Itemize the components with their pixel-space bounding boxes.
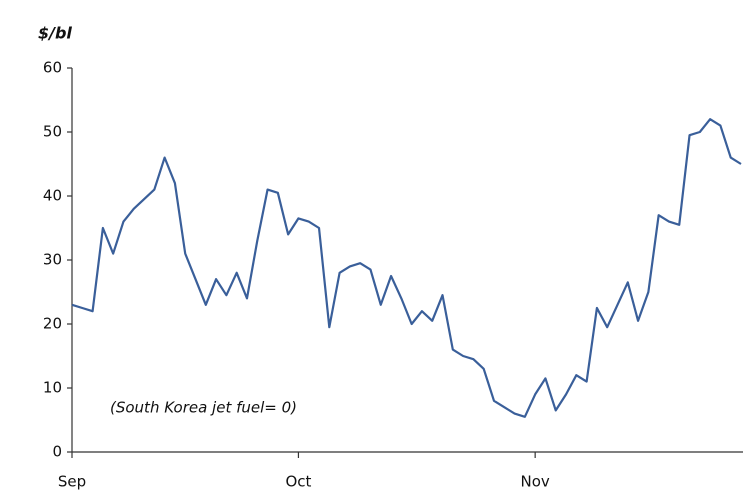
line-series [71,118,742,418]
y-tick-label: 60 [43,59,62,77]
y-tick-label: 50 [43,123,62,141]
y-tick-label: 20 [43,315,62,333]
x-tick-label: Nov [521,473,550,491]
y-tick-label: 0 [52,443,62,461]
y-tick-label: 30 [43,251,62,269]
annotation: (South Korea jet fuel= 0) [110,399,297,417]
x-tick-label: Sep [58,473,86,491]
y-axis-label: $/bl [38,24,72,43]
y-tick-label: 10 [43,379,62,397]
x-tick-label: Oct [285,473,311,491]
y-tick-label: 40 [43,187,62,205]
